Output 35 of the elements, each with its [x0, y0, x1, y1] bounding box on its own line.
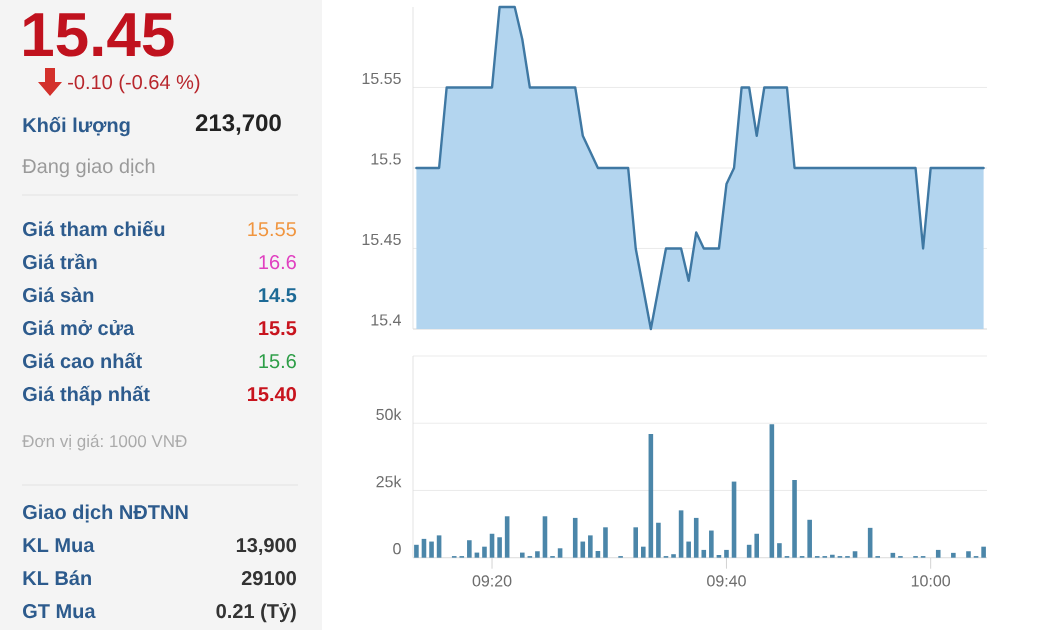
- text: KL Mua: [23, 538, 95, 553]
- text: Giá tham chiếu: [23, 220, 165, 237]
- text: 15.5: [259, 321, 297, 336]
- y-tick-label: 15.4: [371, 314, 401, 326]
- text: Giá trần: [23, 253, 97, 270]
- text: 16.6: [259, 255, 296, 270]
- text: Đang giao dịch: [22, 158, 155, 178]
- text: Giá thấp nhất: [23, 385, 150, 406]
- text: Khối lượng: [23, 116, 130, 137]
- text: 213,700: [195, 114, 281, 135]
- text: 14.5: [259, 288, 297, 303]
- y-tick-label: 15.5: [371, 153, 401, 165]
- x-tick-label: 09:20: [472, 575, 512, 587]
- text: 29100: [241, 571, 296, 586]
- y-tick-label: 15.45: [362, 233, 401, 246]
- y-tick-label: 15.55: [362, 72, 401, 85]
- text: 15.6: [259, 354, 296, 369]
- text: KL Bán: [23, 570, 91, 586]
- text: -0.10 (-0.64 %): [68, 74, 200, 94]
- y-tick-label: 25k: [376, 475, 402, 488]
- text: GT Mua: [23, 604, 96, 619]
- text: Giao dịch NĐTNN: [23, 504, 188, 523]
- y-tick-label: 50k: [376, 408, 402, 421]
- y-tick-label: 0: [393, 543, 401, 555]
- text: 13,900: [236, 538, 296, 556]
- text: 15.45: [24, 13, 174, 57]
- text: Giá mở cửa: [23, 320, 135, 336]
- text: Giá sàn: [23, 287, 94, 303]
- text: Đơn vị giá: 1000 VNĐ: [22, 434, 187, 451]
- text: 15.55: [248, 222, 296, 237]
- x-tick-label: 09:40: [707, 575, 746, 587]
- x-tick-label: 10:00: [911, 575, 951, 587]
- text: Giá cao nhất: [23, 352, 142, 369]
- text: 0.21 (Tỷ): [216, 603, 296, 623]
- text: 15.40: [248, 387, 296, 402]
